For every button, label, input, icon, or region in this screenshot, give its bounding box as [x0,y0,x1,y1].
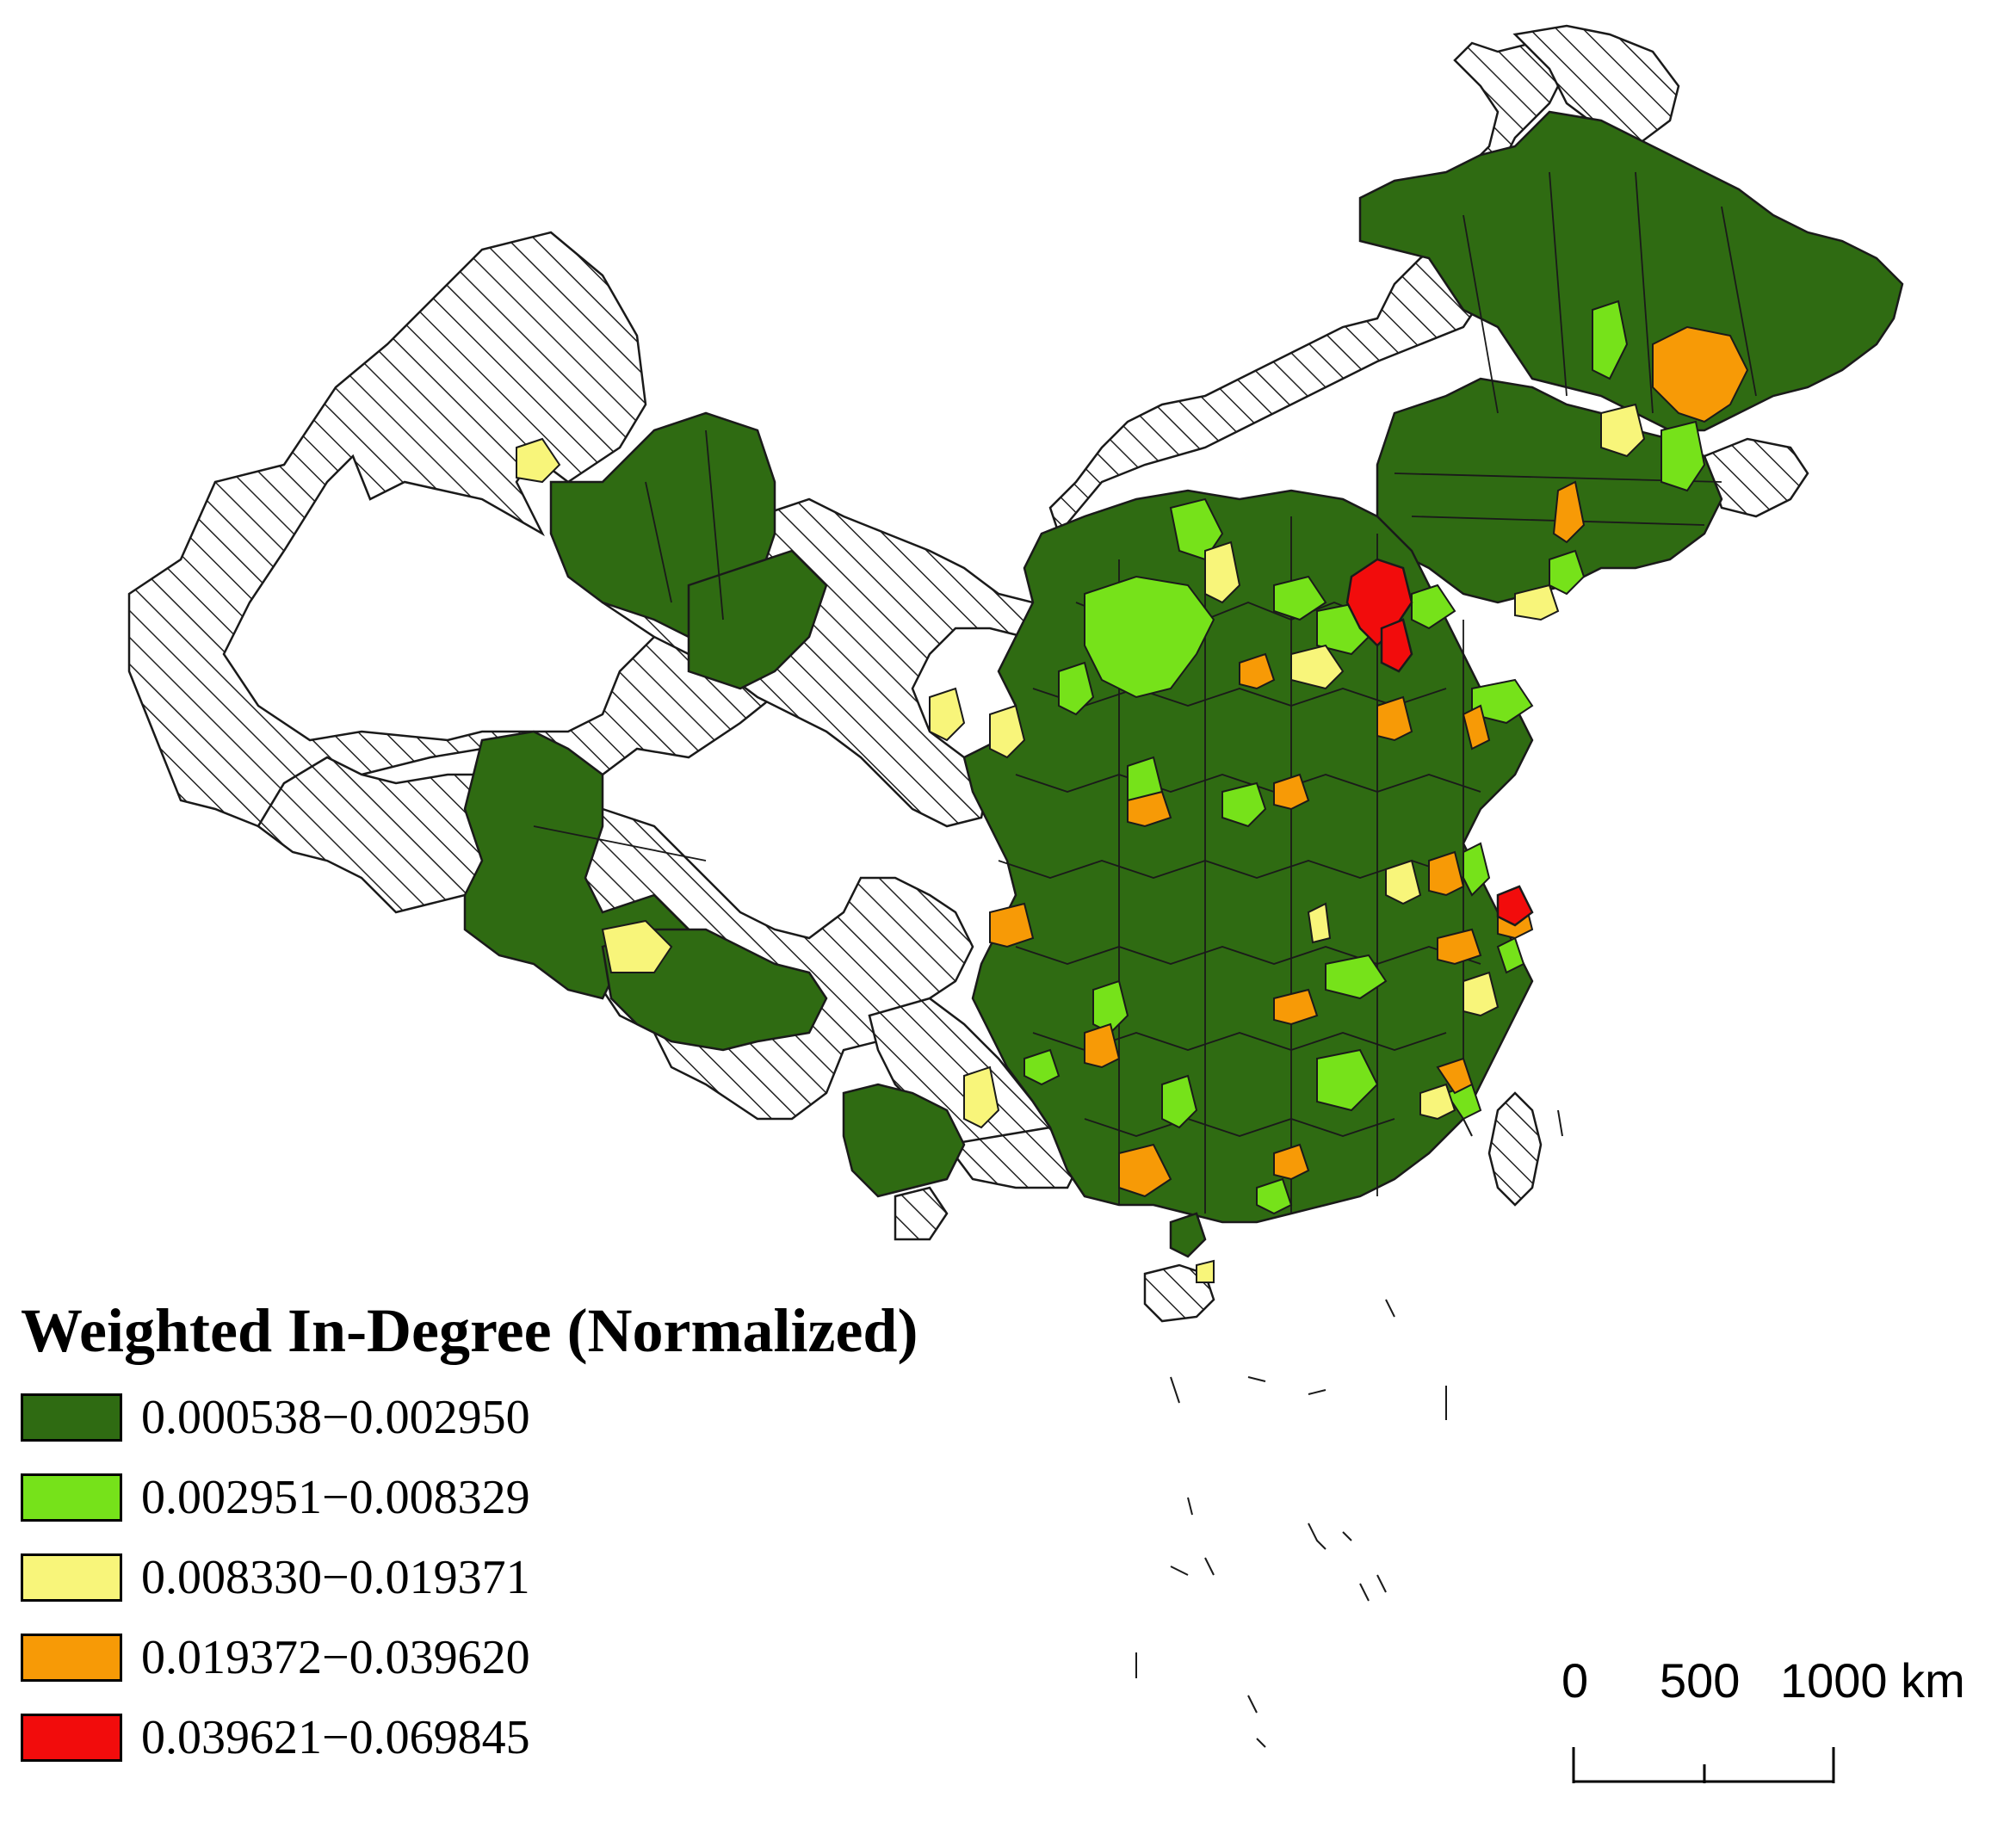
region-shenzhen [1273,1143,1310,1181]
legend-item: 0.008330−0.019371 [21,1551,1140,1604]
legend-item: 0.002951−0.008329 [21,1471,1140,1524]
region-hangzhou [1437,928,1482,966]
region-wuhan [1273,988,1319,1026]
region-guizhou-a [1023,1048,1061,1086]
map-legend: Weighted In-Degree (Normalized) 0.000538… [21,1300,1140,1782]
region-yunnan-south-hatch [894,1186,949,1241]
region-zhejiang-a [1496,936,1525,974]
region-heilongjiang [1358,110,1904,432]
region-beijing-south [1380,618,1413,673]
region-qingdao [1462,704,1491,750]
region-inner-mongolia [1048,41,1568,536]
region-inner-west [1169,497,1224,561]
region-nanning-y [1196,1259,1215,1283]
region-shijiazhuang [1290,644,1345,690]
islands [1135,1109,1563,1748]
legend-item: 0.019372−0.039620 [21,1631,1140,1684]
region-ningxia [1058,661,1095,716]
region-liaoning-a [1549,549,1586,596]
region-yunnan-west [842,1083,966,1198]
region-anhui-b [1307,902,1332,944]
legend-label: 0.019372−0.039620 [141,1631,530,1684]
region-xining [929,687,966,742]
region-ordos [1084,575,1215,699]
region-hainan-dark [1169,1212,1207,1258]
region-jilin-a [1592,300,1629,380]
class-5-regions [1345,558,1534,927]
legend-label: 0.002951−0.008329 [141,1471,530,1524]
legend-swatch [21,1634,122,1682]
class-4-regions [989,325,1749,1198]
region-tianjin-area [1411,584,1456,630]
scale-tick-label-1000: 1000 km [1780,1653,1965,1708]
scale-tick-label-500: 500 [1660,1653,1741,1708]
legend-swatch [21,1553,122,1602]
region-hebei-north [1273,575,1327,621]
legend-label: 0.000538−0.002950 [141,1391,530,1444]
legend-label: 0.008330−0.019371 [141,1551,530,1604]
scale-bar-line [1572,1747,1835,1783]
legend-title: Weighted In-Degree (Normalized) [21,1296,918,1365]
region-nanjing [1428,850,1465,897]
region-zhengzhou [1273,773,1310,811]
legend-rows: 0.000538−0.002950 0.002951−0.008329 0.0083… [21,1391,1140,1764]
region-jiangxi-a [1316,1048,1379,1112]
region-guangxi-a [1161,1074,1198,1129]
region-northeast-hatch [1512,24,1680,148]
legend-swatch [21,1393,122,1442]
region-hohhot [1204,540,1241,604]
region-liaoning-hatch [1703,437,1809,518]
legend-item: 0.000538−0.002950 [21,1391,1140,1444]
legend-swatch [21,1714,122,1762]
region-taiyuan [1239,652,1276,690]
region-harbin [1652,325,1749,423]
region-changchun [1600,403,1646,458]
region-hefei [1385,859,1422,905]
region-xiamen [1436,1057,1474,1095]
region-jinan [1376,695,1413,742]
region-urumqi [516,437,561,484]
scale-tick-label-0: 0 [1561,1653,1589,1708]
legend-label: 0.039621−0.069845 [141,1711,530,1764]
region-xian [1127,790,1172,828]
region-lhasa [601,919,673,973]
region-shanghai [1496,885,1534,927]
region-dalian [1514,584,1560,621]
region-shenyang [1552,480,1586,544]
region-gansu-corridor [687,549,828,690]
class-2-regions [1023,300,1706,1215]
region-kunming [963,1065,1000,1129]
region-changsha [1084,1022,1121,1069]
region-guangdong-a [1256,1177,1293,1215]
region-fuzhou [1419,1083,1456,1121]
region-chengdu [989,902,1035,948]
scale-bar: 0 500 1000 km [1549,1657,2014,1794]
region-lanzhou [989,704,1026,759]
legend-swatch [21,1473,122,1522]
region-guangzhou [1118,1143,1172,1198]
region-jilin-b [1660,420,1706,492]
legend-item: 0.039621−0.069845 [21,1711,1140,1764]
region-wenzhou [1463,971,1500,1017]
region-taiwan [1487,1091,1543,1207]
region-jiangsu-a [1463,842,1491,897]
region-henan-a [1221,781,1267,828]
region-chongqing-a [1092,979,1129,1035]
region-hubei-a [1325,954,1388,1000]
